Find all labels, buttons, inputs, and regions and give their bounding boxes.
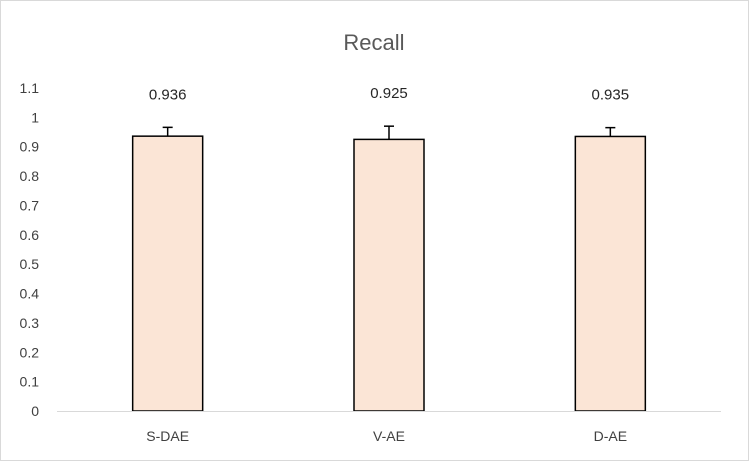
y-tick-label: 0.3 <box>20 315 40 331</box>
y-tick-label: 0.5 <box>20 256 40 272</box>
y-tick-label: 0.1 <box>20 374 40 390</box>
error-bar-v-ae <box>384 125 394 140</box>
y-tick-label: 1.1 <box>20 80 40 96</box>
data-label-v-ae: 0.925 <box>370 85 408 102</box>
y-tick-label: 0.6 <box>20 227 40 243</box>
bar-d-ae <box>574 135 647 412</box>
error-bar-s-dae <box>162 126 173 137</box>
y-axis-ticks: 0 0.1 0.2 0.3 0.4 0.5 0.6 0.7 0.8 0.9 1 1.1 <box>20 80 40 419</box>
error-bars <box>162 125 616 140</box>
data-label-d-ae: 0.935 <box>592 87 630 104</box>
y-tick-label: 0.7 <box>20 197 40 213</box>
bar-v-ae <box>353 138 425 412</box>
x-tick-label: D-AE <box>594 428 627 444</box>
y-tick-label: 0 <box>31 403 39 419</box>
y-tick-label: 0.2 <box>20 344 40 360</box>
chart-title: Recall <box>343 30 404 55</box>
bar-s-dae <box>131 135 204 412</box>
bars <box>131 135 647 412</box>
x-tick-label: S-DAE <box>146 428 189 444</box>
data-labels: 0.936 0.925 0.935 <box>149 85 629 103</box>
y-tick-label: 0.8 <box>20 168 40 184</box>
x-tick-label: V-AE <box>373 428 405 444</box>
y-tick-label: 1 <box>31 109 39 125</box>
data-label-s-dae: 0.936 <box>149 86 187 103</box>
error-bar-d-ae <box>605 126 616 137</box>
y-tick-label: 0.9 <box>20 139 40 155</box>
x-axis-categories: S-DAE V-AE D-AE <box>146 428 627 444</box>
y-tick-label: 0.4 <box>20 286 40 302</box>
